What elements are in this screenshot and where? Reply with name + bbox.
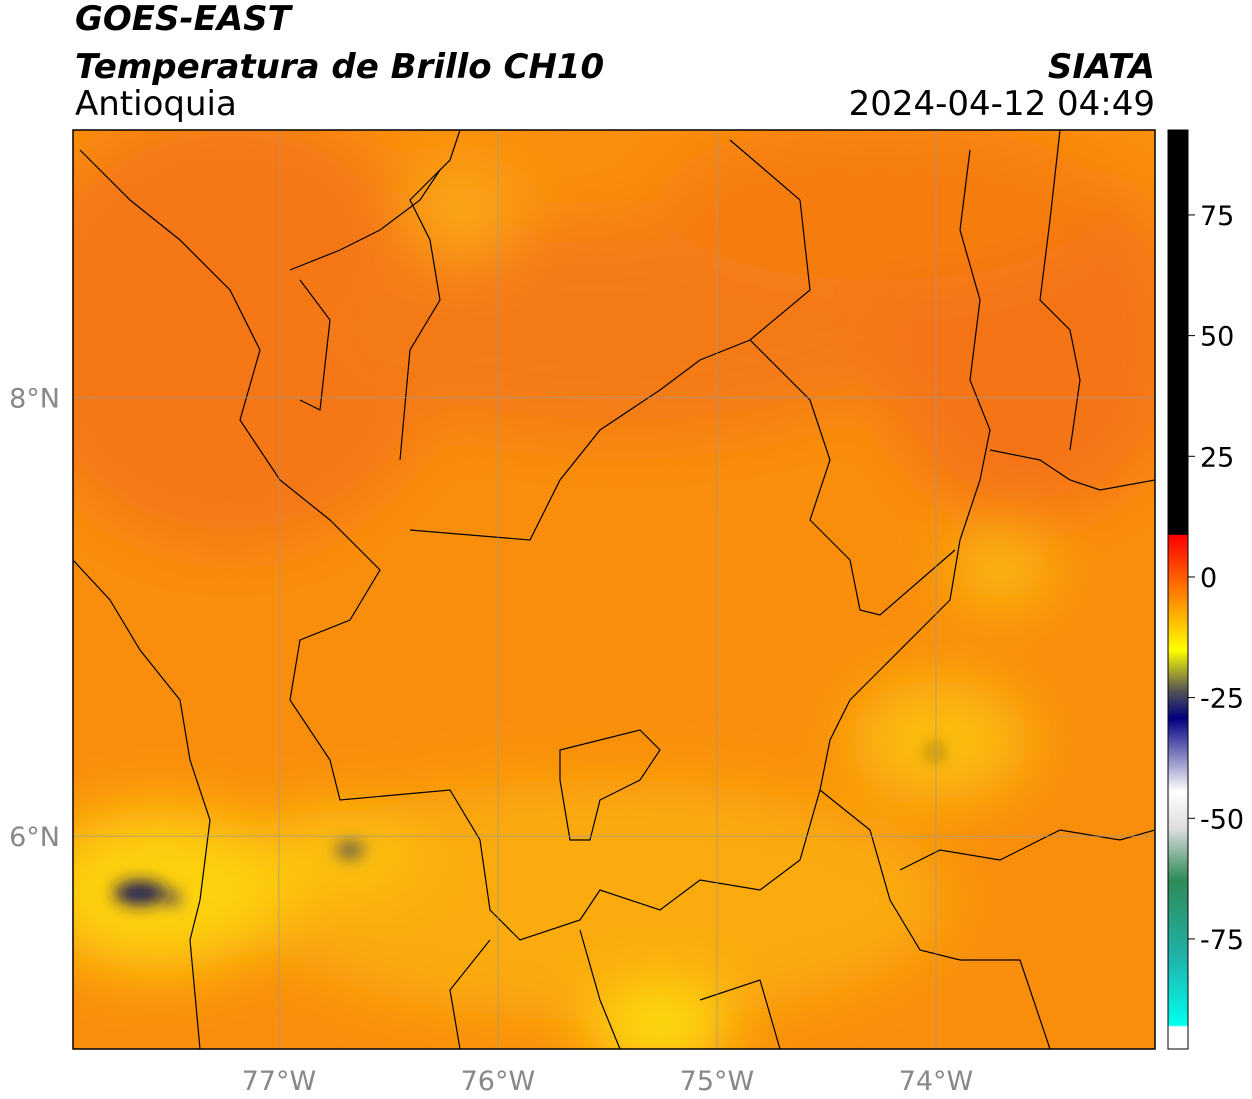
colorbar-tick-label: 0 bbox=[1200, 563, 1217, 594]
colorbar-tick-label: -25 bbox=[1200, 684, 1244, 715]
colorbar-tick-label: 50 bbox=[1200, 322, 1234, 353]
source: SIATA bbox=[1048, 47, 1155, 87]
x-tick-label: 76°W bbox=[461, 1066, 536, 1097]
colorbar-tick-label: 75 bbox=[1200, 201, 1234, 232]
colorbar-tick-label: -75 bbox=[1200, 925, 1244, 956]
region: Antioquia bbox=[75, 84, 237, 124]
subtitle: Temperatura de Brillo CH10 bbox=[75, 47, 604, 87]
colorbar-tick-label: 25 bbox=[1200, 442, 1234, 473]
title: GOES-EAST bbox=[75, 0, 294, 39]
x-tick-label: 74°W bbox=[899, 1066, 974, 1097]
y-tick-label: 6°N bbox=[9, 822, 60, 853]
datetime: 2024-04-12 04:49 bbox=[849, 84, 1155, 124]
map-frame bbox=[72, 129, 1156, 1050]
colorbar-tick-label: -50 bbox=[1200, 804, 1244, 835]
colorbar bbox=[1167, 129, 1189, 1050]
map-image bbox=[73, 130, 1155, 1049]
x-tick-label: 75°W bbox=[680, 1066, 755, 1097]
y-tick-label: 8°N bbox=[9, 384, 60, 415]
x-tick-label: 77°W bbox=[242, 1066, 317, 1097]
graticule bbox=[73, 130, 1155, 1049]
